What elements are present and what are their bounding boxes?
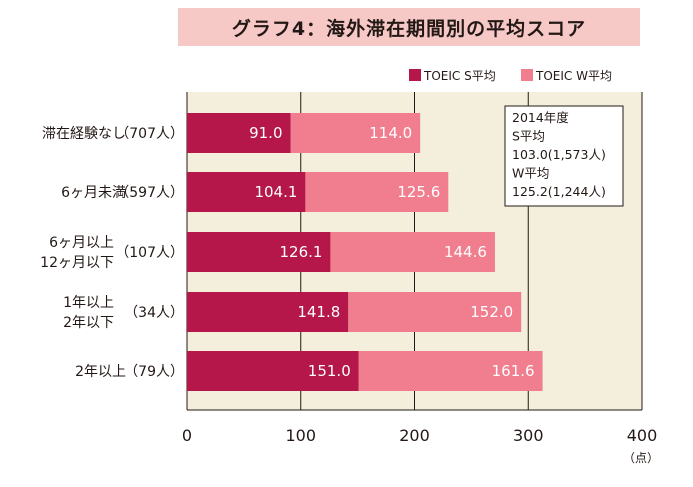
chart-title-box: グラフ4：海外滞在期間別の平均スコア: [178, 8, 640, 46]
category-label: 6ヶ月未満: [61, 185, 126, 201]
category-label: 6ヶ月以上: [49, 235, 114, 251]
data-label: 151.0: [308, 362, 351, 380]
category-label: 2年以下: [63, 315, 114, 331]
data-label: 91.0: [249, 124, 282, 142]
annotation-line: 103.0(1,573人): [512, 147, 606, 162]
category-count-label: （597人）: [115, 185, 184, 201]
annotation-line: 125.2(1,244人): [512, 184, 606, 199]
data-label: 161.6: [492, 362, 535, 380]
legend-swatch: [521, 69, 533, 81]
legend-label: TOEIC W平均: [535, 69, 612, 83]
x-tick-label: 0: [182, 426, 192, 445]
category-label: 2年以上: [75, 364, 126, 380]
bar-segment: [187, 351, 359, 391]
category-label: 12ヶ月以下: [40, 255, 114, 271]
chart-title: グラフ4：海外滞在期間別の平均スコア: [231, 17, 587, 40]
bar-segment: [187, 292, 349, 332]
legend-swatch: [409, 69, 421, 81]
category-count-label: （34人）: [124, 305, 184, 321]
bar-segment: [330, 232, 495, 272]
category-label: 滞在経験なし: [42, 126, 126, 142]
data-label: 114.0: [369, 124, 412, 142]
data-label: 144.6: [444, 243, 487, 261]
annotation-line: S平均: [512, 129, 545, 144]
bar-segment: [187, 232, 331, 272]
category-count-label: （107人）: [115, 245, 184, 261]
bar-segment: [187, 113, 291, 153]
data-label: 141.8: [297, 303, 340, 321]
x-unit-label: （点）: [623, 451, 659, 465]
data-label: 126.1: [279, 243, 322, 261]
data-label: 125.6: [397, 183, 440, 201]
bar-segment: [348, 292, 522, 332]
category-count-label: （707人）: [115, 126, 184, 142]
annotation-box: [504, 105, 624, 207]
x-tick-label: 400: [627, 426, 658, 445]
x-tick-label: 200: [399, 426, 430, 445]
annotation-line: W平均: [512, 166, 549, 181]
category-label: 1年以上: [63, 295, 114, 311]
data-label: 104.1: [254, 183, 297, 201]
bar-segment: [358, 351, 543, 391]
bar-segment: [305, 172, 449, 212]
data-label: 152.0: [470, 303, 513, 321]
bar-segment: [187, 172, 306, 212]
x-tick-label: 100: [285, 426, 316, 445]
x-tick-label: 300: [513, 426, 544, 445]
annotation-line: 2014年度: [512, 110, 569, 125]
category-count-label: （79人）: [124, 364, 184, 380]
legend-label: TOEIC S平均: [423, 69, 496, 83]
bar-segment: [290, 113, 421, 153]
